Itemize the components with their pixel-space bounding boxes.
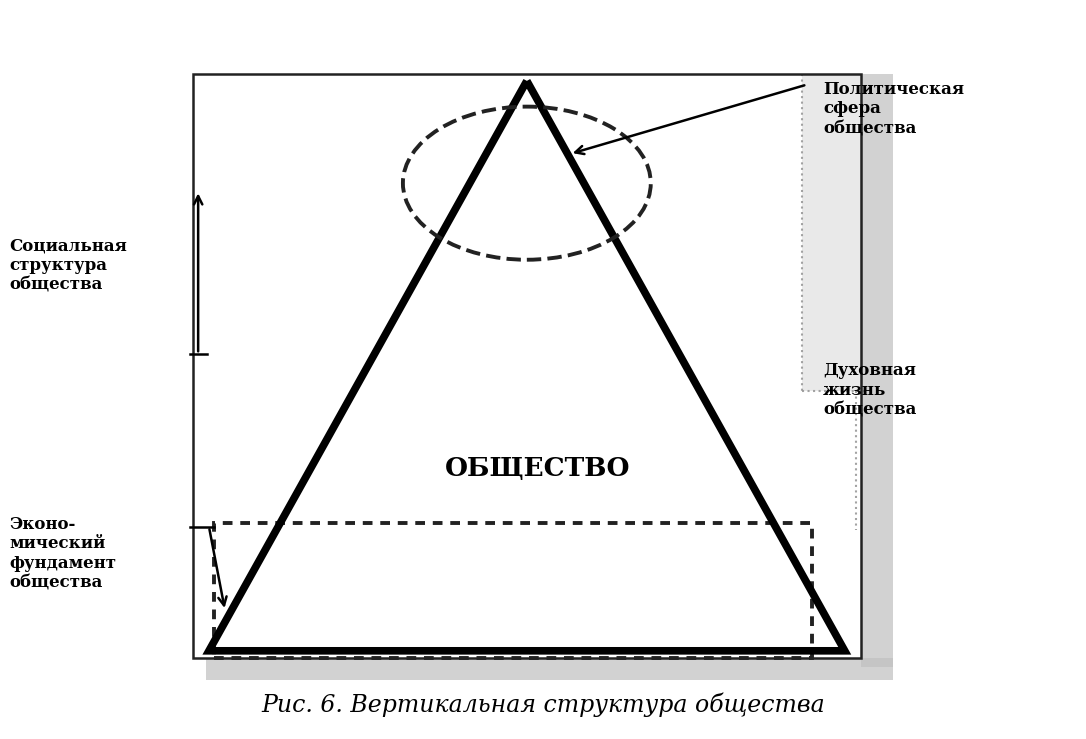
Text: Социальная
структура
общества: Социальная структура общества (10, 237, 127, 293)
Text: Политическая
сфера
общества: Политическая сфера общества (823, 81, 964, 137)
Text: Духовная
жизнь
общества: Духовная жизнь общества (823, 362, 917, 418)
Bar (192, 74, 861, 658)
Bar (205, 658, 894, 680)
Text: Рис. 6. Вертикальная структура общества: Рис. 6. Вертикальная структура общества (261, 692, 825, 717)
Bar (214, 523, 812, 658)
Bar (801, 74, 861, 392)
Bar (861, 74, 894, 667)
Text: Эконо-
мический
фундамент
общества: Эконо- мический фундамент общества (10, 516, 116, 591)
Text: ОБЩЕСТВО: ОБЩЕСТВО (445, 456, 630, 480)
